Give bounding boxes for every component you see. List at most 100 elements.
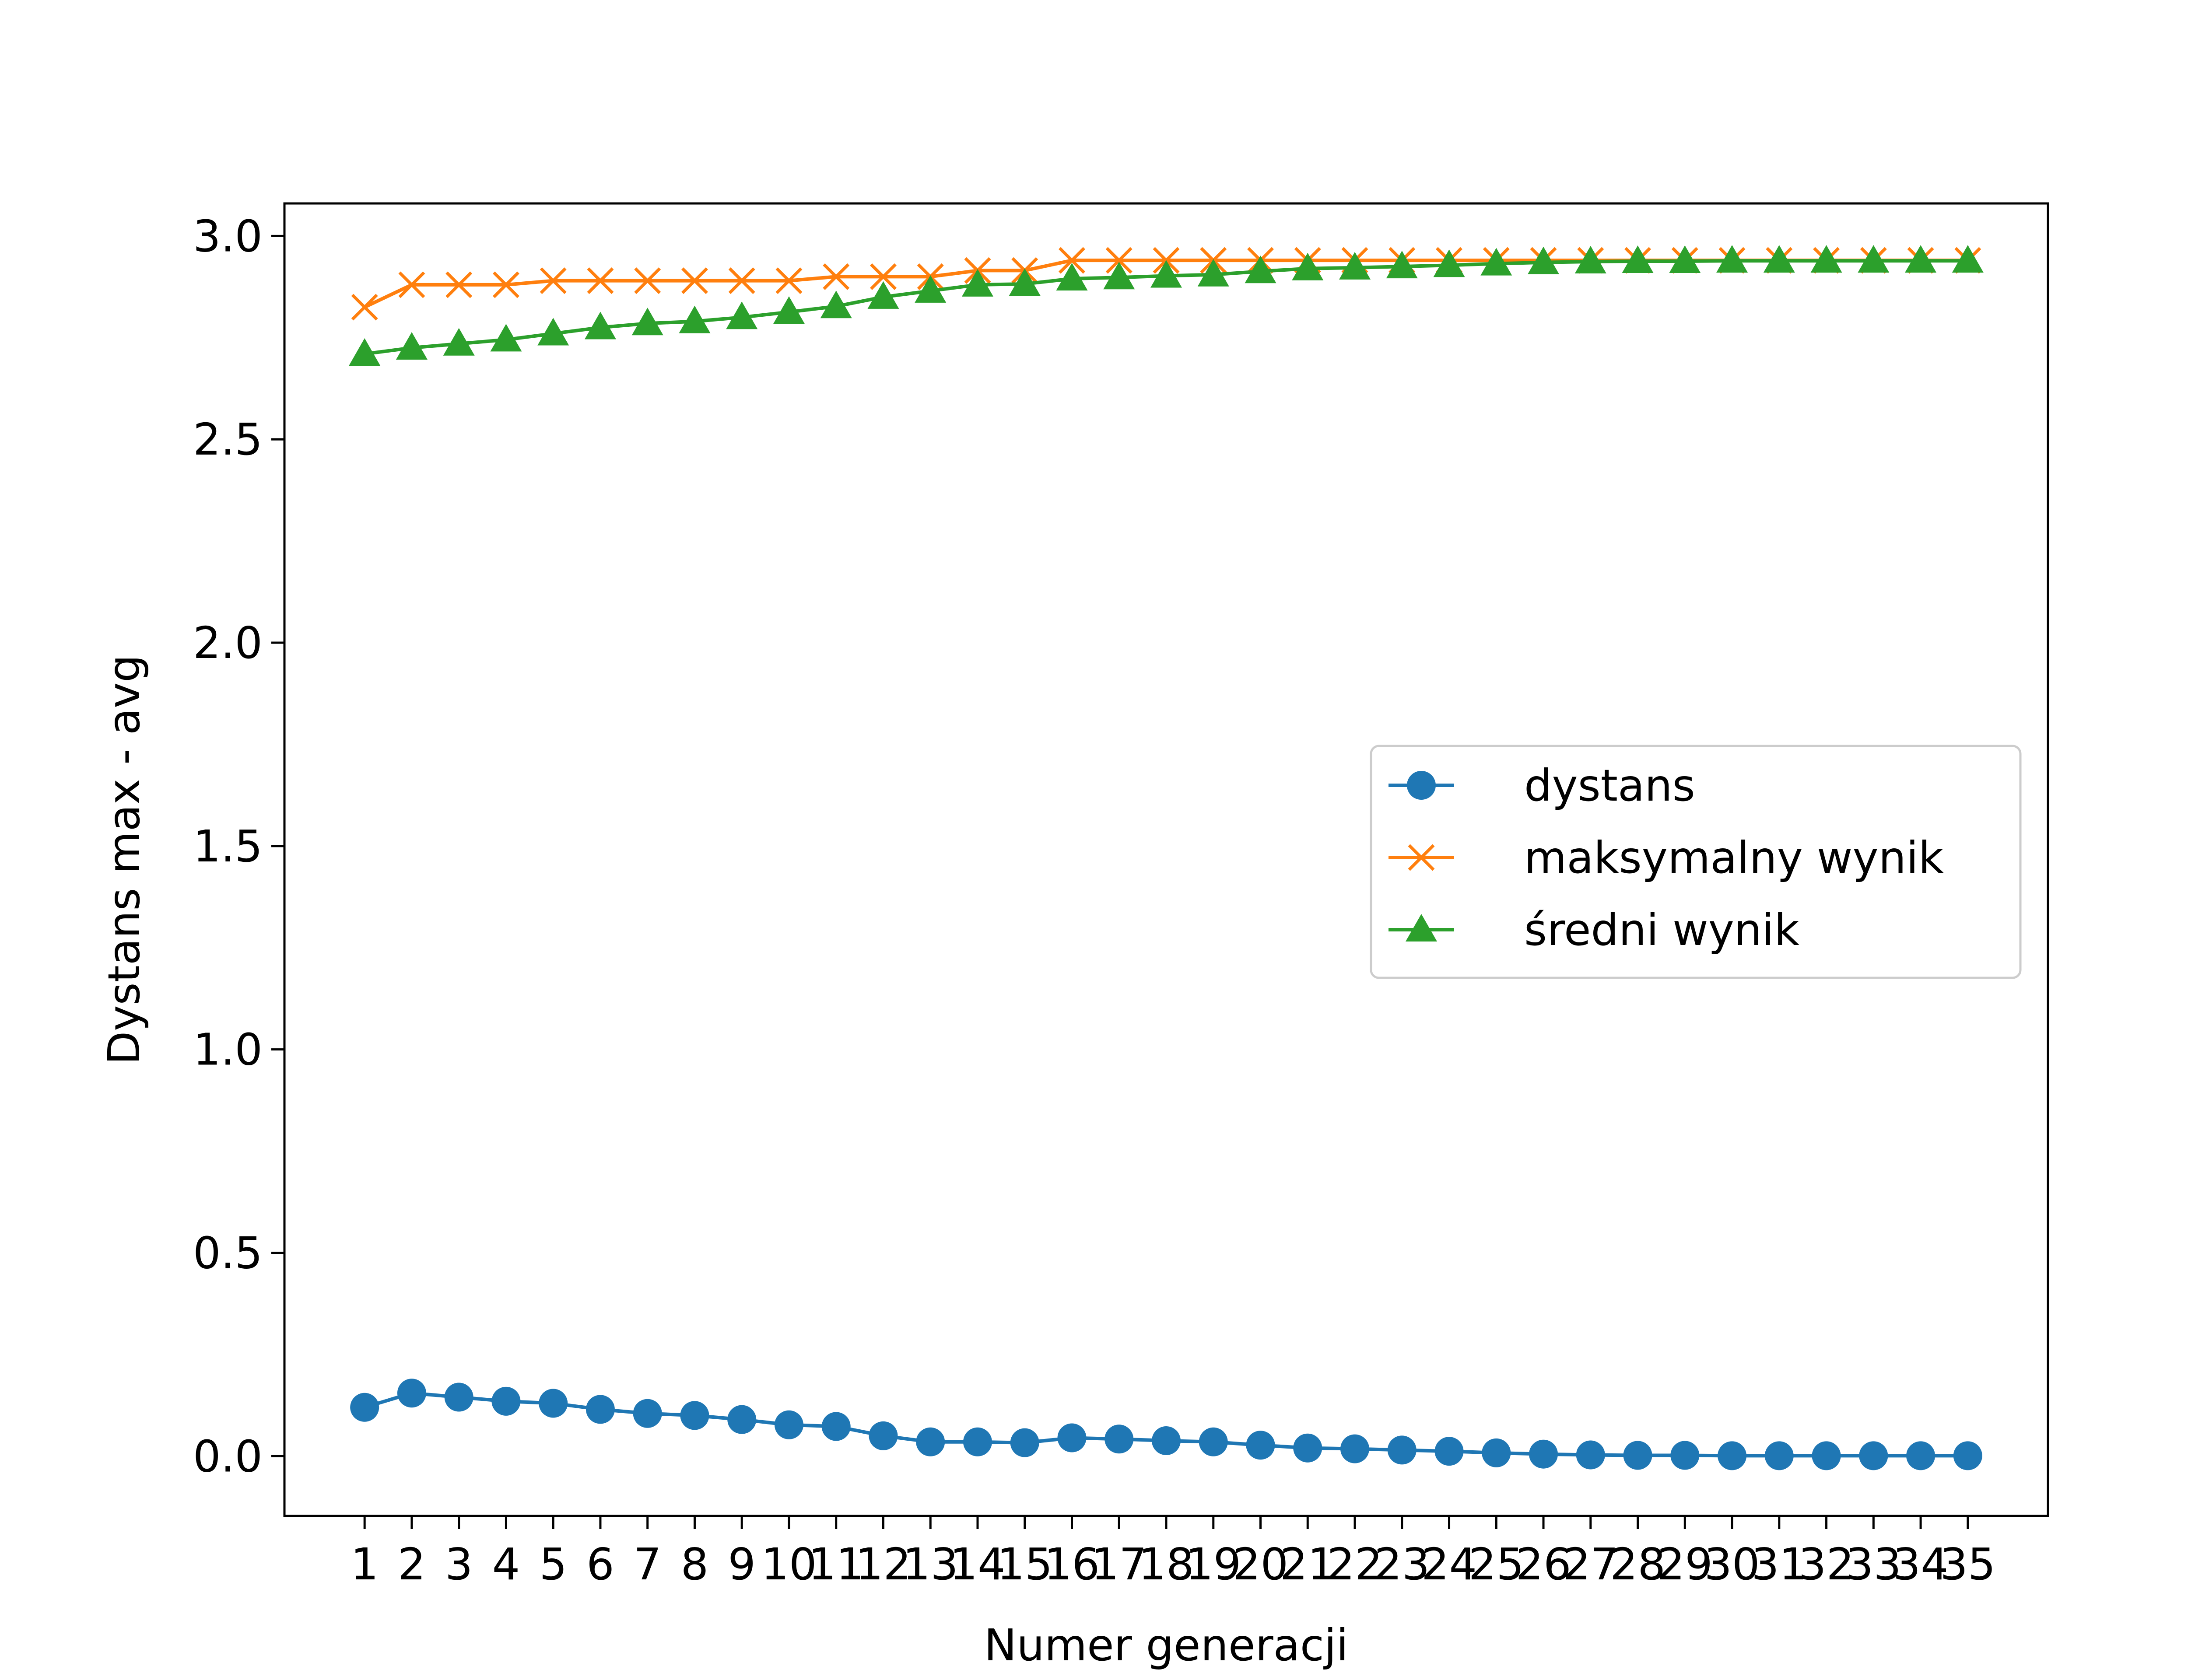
data-point-dystans — [916, 1427, 945, 1456]
data-point-średni-wynik — [915, 275, 947, 303]
data-point-średni-wynik — [1905, 245, 1937, 273]
data-point-dystans — [1576, 1440, 1605, 1470]
data-point-dystans — [350, 1393, 379, 1422]
data-point-dystans — [1057, 1423, 1087, 1452]
data-point-maksymalny-wynik — [540, 267, 567, 294]
x-tick-label: 9 — [728, 1539, 756, 1590]
x-tick-label: 18 — [1138, 1539, 1194, 1590]
legend-marker — [1408, 844, 1435, 871]
x-tick-label: 16 — [1044, 1539, 1100, 1590]
data-point-średni-wynik — [1669, 245, 1701, 273]
data-point-średni-wynik — [1952, 245, 1984, 273]
y-tick-label: 1.5 — [193, 821, 263, 872]
x-tick-label: 35 — [1940, 1539, 1995, 1590]
data-point-dystans — [1859, 1441, 1888, 1470]
x-tick-label: 31 — [1751, 1539, 1807, 1590]
data-point-średni-wynik — [1433, 249, 1465, 277]
data-point-dystans — [869, 1421, 898, 1450]
data-point-dystans — [1529, 1439, 1558, 1469]
y-tick-label: 0.0 — [193, 1431, 263, 1482]
x-tick-label: 26 — [1515, 1539, 1571, 1590]
data-point-średni-wynik — [1009, 268, 1041, 296]
data-point-dystans — [1812, 1441, 1841, 1470]
data-point-dystans — [1670, 1441, 1700, 1470]
data-point-średni-wynik — [867, 281, 899, 309]
legend-label: dystans — [1524, 760, 1695, 811]
data-point-maksymalny-wynik — [492, 271, 519, 298]
x-tick-label: 25 — [1469, 1539, 1524, 1590]
x-tick-label: 14 — [950, 1539, 1005, 1590]
x-tick-label: 20 — [1233, 1539, 1288, 1590]
data-point-średni-wynik — [1197, 259, 1229, 287]
data-point-dystans — [1764, 1441, 1794, 1470]
y-axis: 0.0 0.5 1.0 1.5 2.0 2.5 3.0 — [193, 210, 284, 1482]
y-tick-label: 0.5 — [193, 1228, 263, 1279]
data-point-dystans — [1246, 1431, 1275, 1460]
legend-marker — [1407, 771, 1436, 800]
data-point-średni-wynik — [1574, 245, 1606, 273]
data-point-średni-wynik — [1292, 252, 1324, 280]
data-point-średni-wynik — [1245, 256, 1276, 284]
x-tick-label: 29 — [1657, 1539, 1713, 1590]
data-point-maksymalny-wynik — [1059, 247, 1085, 274]
data-point-dystans — [1718, 1441, 1747, 1470]
x-tick-label: 4 — [492, 1539, 520, 1590]
data-point-maksymalny-wynik — [587, 267, 614, 294]
data-point-dystans — [1953, 1441, 1982, 1470]
data-point-średni-wynik — [349, 338, 381, 366]
y-tick-label: 3.0 — [193, 210, 263, 262]
x-tick-label: 10 — [761, 1539, 817, 1590]
data-point-dystans — [1482, 1438, 1511, 1467]
y-tick-label: 1.0 — [193, 1024, 263, 1075]
data-point-dystans — [1293, 1433, 1322, 1463]
data-point-dystans — [1434, 1437, 1464, 1466]
data-point-średni-wynik — [773, 296, 805, 324]
data-point-dystans — [1105, 1424, 1134, 1454]
data-point-maksymalny-wynik — [681, 267, 708, 294]
data-point-dystans — [821, 1412, 851, 1441]
data-point-dystans — [774, 1410, 803, 1439]
data-point-średni-wynik — [1103, 262, 1135, 290]
x-tick-label: 7 — [634, 1539, 662, 1590]
data-point-średni-wynik — [1056, 262, 1088, 290]
data-point-średni-wynik — [1763, 245, 1795, 273]
data-point-maksymalny-wynik — [351, 294, 378, 321]
x-tick-label: 32 — [1799, 1539, 1854, 1590]
x-tick-label: 21 — [1280, 1539, 1336, 1590]
legend: dystans maksymalny wynik średni wynik — [1370, 745, 2022, 979]
legend-box — [1370, 745, 2022, 979]
x-tick-label: 8 — [681, 1539, 709, 1590]
x-tick-label: 11 — [808, 1539, 864, 1590]
data-point-średni-wynik — [679, 305, 711, 333]
x-tick-label: 19 — [1185, 1539, 1241, 1590]
data-point-dystans — [680, 1401, 709, 1430]
data-point-dystans — [1623, 1441, 1652, 1470]
x-tick-label: 13 — [903, 1539, 958, 1590]
data-point-maksymalny-wynik — [728, 267, 755, 294]
data-point-dystans — [1387, 1435, 1417, 1465]
legend-marker — [1406, 914, 1437, 942]
data-point-średni-wynik — [443, 328, 475, 356]
data-point-średni-wynik — [820, 290, 852, 318]
data-point-średni-wynik — [1858, 245, 1890, 273]
x-tick-label: 1 — [351, 1539, 379, 1590]
x-tick-label: 17 — [1091, 1539, 1147, 1590]
data-point-średni-wynik — [726, 301, 758, 329]
data-point-średni-wynik — [961, 269, 993, 297]
x-tick-label: 22 — [1327, 1539, 1382, 1590]
data-point-średni-wynik — [1716, 245, 1748, 273]
x-tick-label: 2 — [398, 1539, 426, 1590]
data-point-maksymalny-wynik — [775, 267, 803, 294]
x-axis-label: Numer generacji — [984, 1620, 1349, 1671]
x-tick-label: 5 — [539, 1539, 567, 1590]
data-point-maksymalny-wynik — [634, 267, 661, 294]
data-point-dystans — [444, 1382, 473, 1412]
data-point-dystans — [727, 1405, 757, 1434]
data-point-maksymalny-wynik — [870, 263, 897, 290]
x-tick-label: 28 — [1610, 1539, 1666, 1590]
data-point-dystans — [1340, 1434, 1370, 1463]
data-point-maksymalny-wynik — [445, 271, 473, 298]
x-axis: 1 2 3 4 5 6 7 8 9 1011121314151617181920212223242… — [351, 1516, 1995, 1590]
data-point-średni-wynik — [1386, 251, 1418, 279]
